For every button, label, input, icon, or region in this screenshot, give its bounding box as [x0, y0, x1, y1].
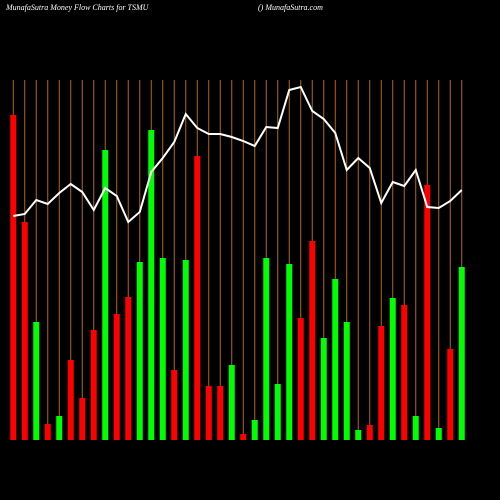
bar [136, 262, 143, 440]
bar [113, 314, 120, 440]
chart-subtitle: () MunafaSutra.com [258, 3, 323, 12]
bar [320, 338, 327, 440]
bar [79, 398, 86, 440]
bar [274, 384, 281, 440]
bar [435, 428, 442, 440]
money-flow-line [13, 85, 463, 224]
bar [102, 150, 109, 440]
bar [44, 424, 51, 440]
bar [286, 264, 293, 440]
bar [56, 416, 63, 440]
bar [366, 425, 373, 440]
bar [343, 322, 350, 440]
bar [424, 185, 431, 440]
bar [182, 260, 189, 440]
bar [240, 434, 247, 440]
bar [194, 156, 201, 440]
bar [21, 222, 28, 440]
bar [205, 386, 212, 440]
bar [251, 420, 258, 440]
bar [412, 416, 419, 440]
bar [355, 430, 362, 440]
bar [125, 297, 132, 440]
bar [332, 279, 339, 440]
bar [297, 318, 304, 440]
bar [447, 349, 454, 440]
bar [458, 267, 465, 440]
bar [217, 386, 224, 440]
bar [90, 330, 97, 440]
bar [159, 258, 166, 440]
bar [401, 305, 408, 440]
bar [263, 258, 270, 440]
bar [389, 298, 396, 440]
bar [33, 322, 40, 440]
bar [171, 370, 178, 440]
chart-title: MunafaSutra Money Flow Charts for TSMU [5, 3, 150, 12]
bar [67, 360, 74, 440]
bar [309, 241, 316, 440]
bar [378, 326, 385, 440]
bar [10, 115, 17, 440]
bar [228, 365, 235, 440]
bar [148, 130, 155, 440]
